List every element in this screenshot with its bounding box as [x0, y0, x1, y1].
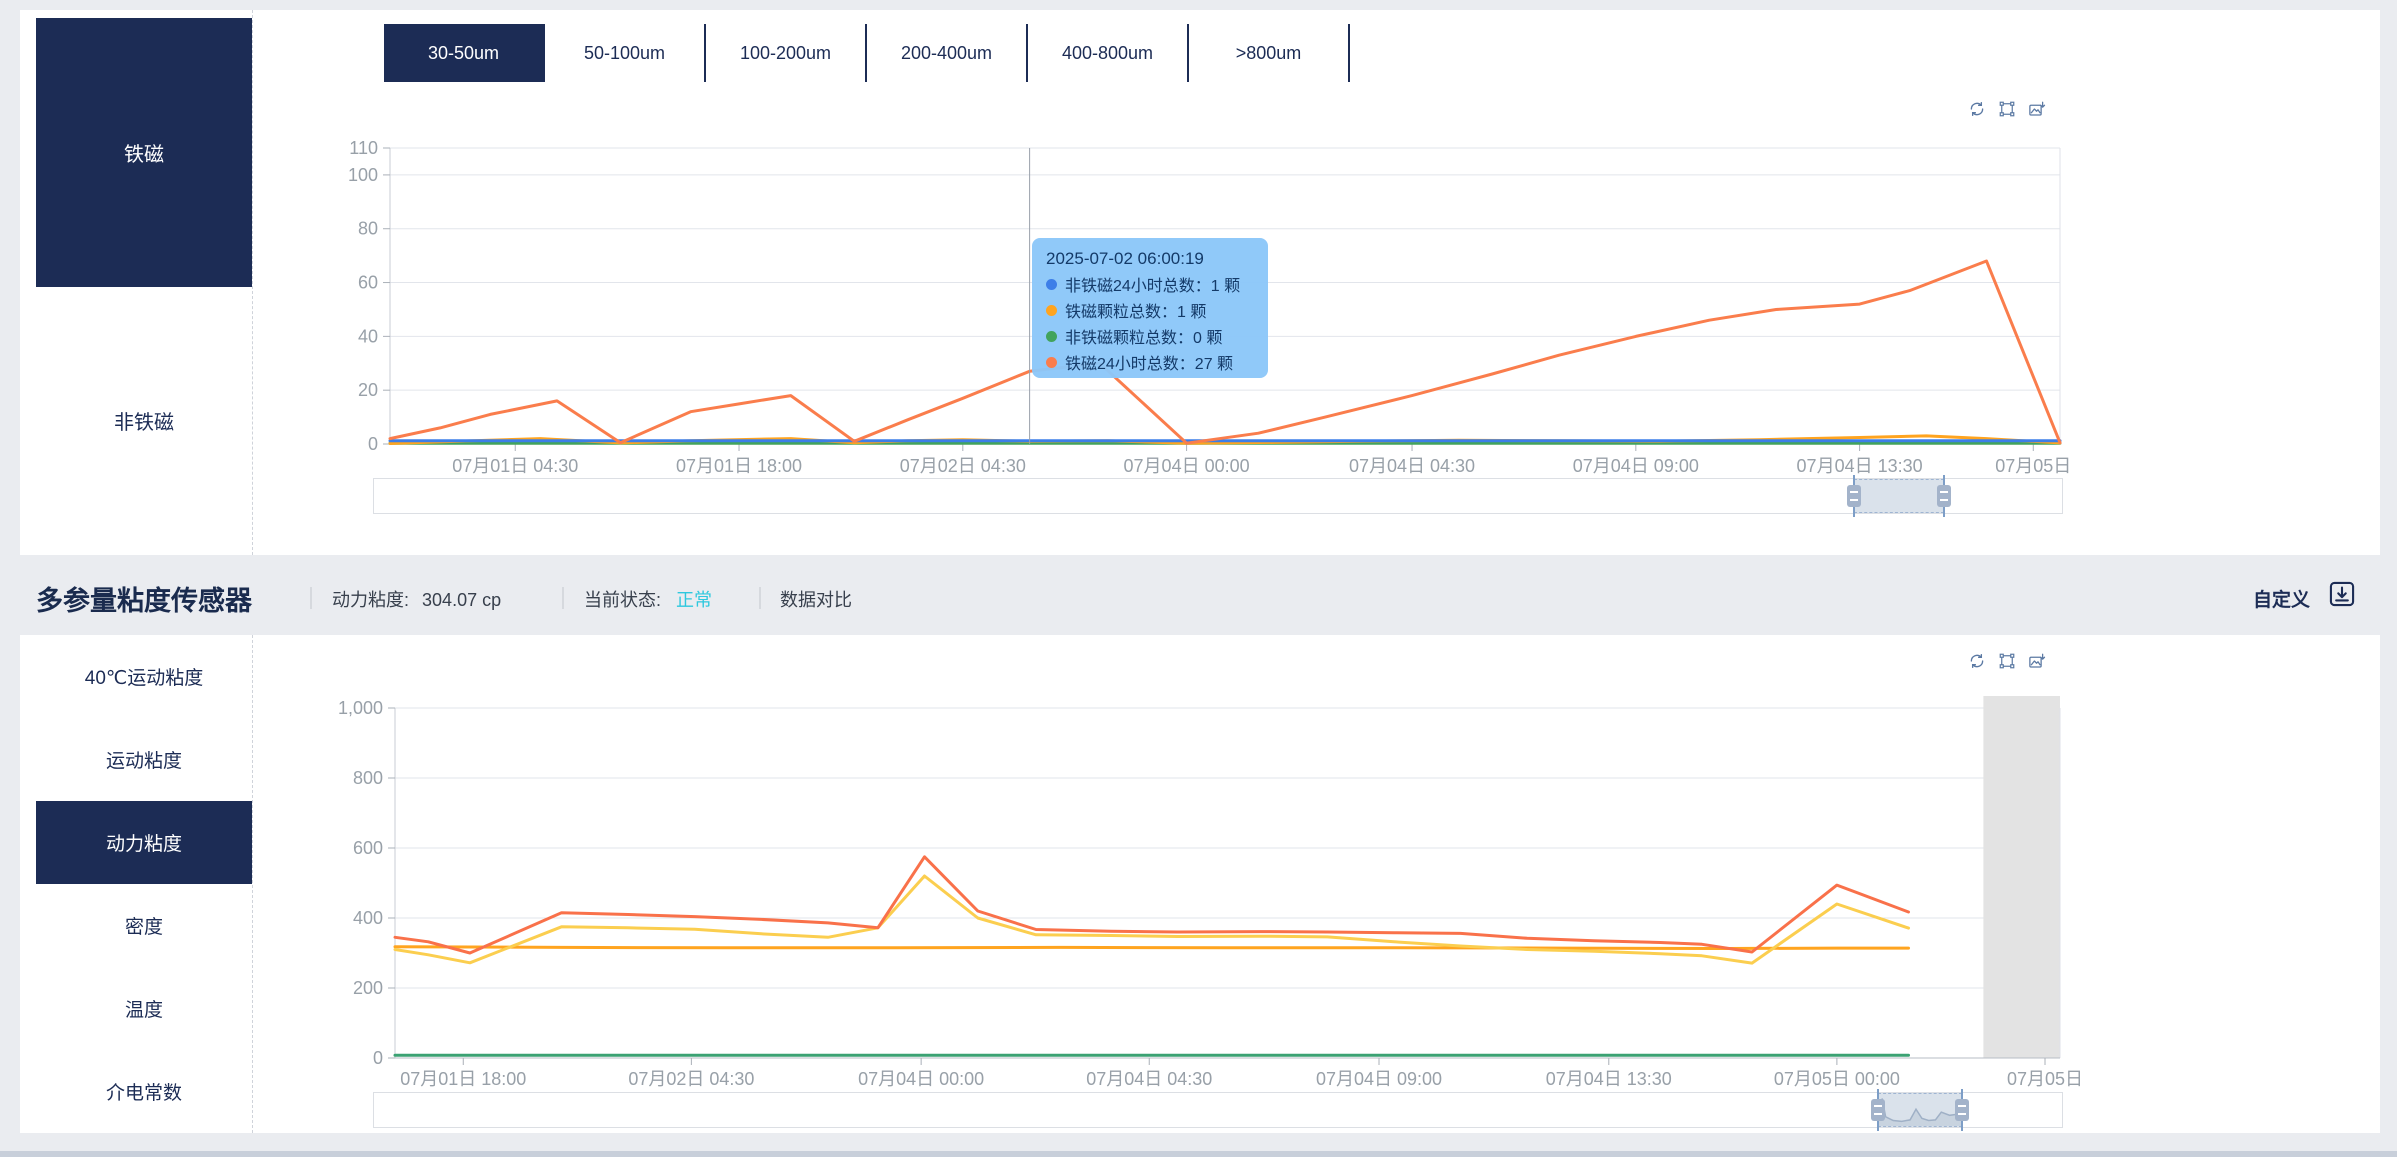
chart-toolbox-bottom: [1968, 652, 2046, 670]
datazoom-selection[interactable]: [1878, 1093, 1963, 1127]
datazoom-handle-left[interactable]: [1847, 485, 1862, 507]
datazoom-handle-left[interactable]: [1871, 1099, 1885, 1121]
datazoom-handle-right[interactable]: [1955, 1099, 1970, 1121]
sidebar-item-温度[interactable]: 温度: [124, 1000, 163, 1021]
tooltip-row: 非铁磁24小时总数：1 颗: [1046, 271, 1258, 297]
tab-30-50um[interactable]: 30-50um: [384, 24, 545, 82]
status-label: 当前状态:: [584, 590, 662, 610]
header-separator: [562, 587, 564, 609]
datazoom-preview-sparkline: [1878, 1098, 1963, 1126]
sidebar-divider-bottom: [252, 635, 253, 1133]
sidebar-item-铁磁[interactable]: 铁磁: [36, 18, 252, 287]
series-dot: [1046, 304, 1057, 316]
tooltip-row-text: 非铁磁24小时总数：1 颗: [1065, 278, 1241, 295]
viscosity-sensor-panel: [20, 635, 2380, 1133]
tab-400-800um[interactable]: 400-800um: [1028, 24, 1189, 82]
sidebar-item-介电常数[interactable]: 介电常数: [105, 1083, 182, 1104]
tab-200-400um[interactable]: 200-400um: [867, 24, 1028, 82]
page-bottom-strip: [0, 1151, 2397, 1157]
series-dot: [1046, 278, 1057, 290]
datazoom-slider-top[interactable]: [373, 475, 2063, 517]
restore-icon[interactable]: [1968, 100, 1986, 118]
particle-size-tab-bar: 30-50um 50-100um 100-200um 200-400um 400-800…: [384, 24, 1350, 82]
header-separator: [759, 587, 761, 609]
tab-50-100um[interactable]: 50-100um: [545, 24, 706, 82]
metric-value: 304.07 cp: [422, 590, 502, 610]
particle-type-sidebar: 铁磁 非铁磁: [36, 18, 252, 555]
sidebar-divider-top: [252, 10, 253, 555]
header-separator: [310, 587, 312, 609]
sidebar-item-40℃运动粘度[interactable]: 40℃运动粘度: [84, 668, 204, 689]
datazoom-slider-bottom[interactable]: [373, 1089, 2063, 1131]
viscosity-metric-sidebar: 40℃运动粘度 运动粘度动力粘度密度温度介电常数: [36, 635, 252, 1133]
download-icon[interactable]: [2328, 580, 2356, 608]
section-header: 多参量粘度传感器 动力粘度: 304.07 cp 当前状态: 正常 数据对比 自…: [0, 555, 2397, 640]
viscosity-metric: 动力粘度: 304.07 cp: [332, 586, 501, 612]
tooltip-row: 非铁磁颗粒总数：0 颗: [1046, 323, 1258, 349]
series-dot: [1046, 330, 1057, 342]
box-select-icon[interactable]: [1998, 652, 2016, 670]
page-title: 多参量粘度传感器: [36, 586, 252, 616]
metric-label: 动力粘度:: [332, 590, 410, 610]
tooltip-rows: 非铁磁24小时总数：1 颗铁磁颗粒总数：1 颗非铁磁颗粒总数：0 颗铁磁24小时…: [1046, 271, 1258, 375]
tooltip-row-text: 铁磁24小时总数：27 颗: [1065, 356, 1234, 373]
tooltip-row-text: 铁磁颗粒总数：1 颗: [1065, 304, 1207, 321]
series-dot: [1046, 356, 1057, 368]
tooltip-timestamp: 2025-07-02 06:00:19: [1046, 249, 1204, 268]
save-image-icon[interactable]: [2028, 100, 2046, 118]
box-select-icon[interactable]: [1998, 100, 2016, 118]
chart-tooltip: 2025-07-02 06:00:19 非铁磁24小时总数：1 颗铁磁颗粒总数：…: [1032, 238, 1268, 378]
chart-toolbox-top: [1968, 100, 2046, 118]
current-status: 当前状态: 正常: [584, 586, 712, 612]
tab-100-200um[interactable]: 100-200um: [706, 24, 867, 82]
data-compare-button[interactable]: 数据对比: [780, 590, 852, 610]
tab->800um[interactable]: >800um: [1189, 24, 1350, 82]
sidebar-item-动力粘度[interactable]: 动力粘度: [36, 801, 252, 884]
tooltip-row: 铁磁颗粒总数：1 颗: [1046, 297, 1258, 323]
datazoom-handle-right[interactable]: [1936, 485, 1951, 507]
custom-range-button[interactable]: 自定义: [2252, 590, 2310, 611]
save-image-icon[interactable]: [2028, 652, 2046, 670]
sidebar-item-非铁磁[interactable]: 非铁磁: [114, 412, 174, 435]
restore-icon[interactable]: [1968, 652, 1986, 670]
sidebar-item-运动粘度[interactable]: 运动粘度: [105, 751, 182, 772]
datazoom-selection[interactable]: [1854, 479, 1944, 513]
status-badge: 正常: [676, 590, 713, 610]
tooltip-row: 铁磁24小时总数：27 颗: [1046, 349, 1258, 375]
sidebar-item-密度[interactable]: 密度: [124, 917, 163, 938]
tooltip-row-text: 非铁磁颗粒总数：0 颗: [1065, 330, 1223, 347]
